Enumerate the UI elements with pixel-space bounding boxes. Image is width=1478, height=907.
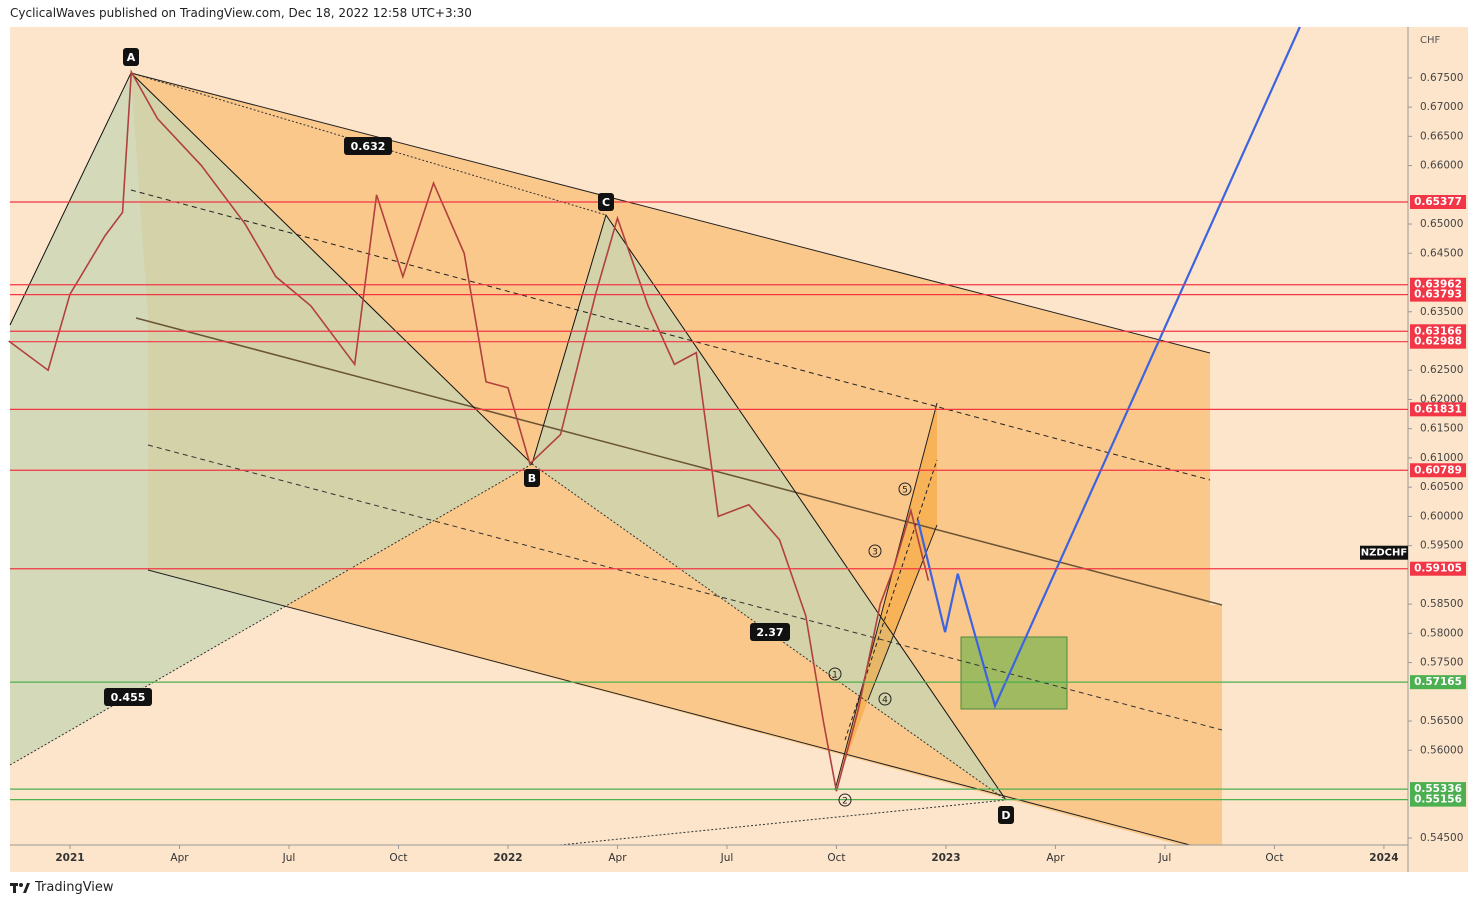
- wave-circle: [838, 793, 852, 807]
- x-tick-label: Jul: [282, 852, 296, 864]
- y-tick-label: 0.65000: [1420, 218, 1463, 230]
- annotation-bg: [998, 806, 1014, 824]
- y-tick-label: 0.58000: [1420, 627, 1463, 639]
- wave-label: 4: [882, 696, 888, 706]
- annotation-bg: [104, 688, 152, 706]
- x-tick-label: Apr: [1046, 852, 1065, 864]
- y-tick-label: 0.54500: [1420, 832, 1463, 844]
- annotation-bg: [524, 469, 540, 487]
- y-tick-label: 0.60500: [1420, 481, 1463, 493]
- logo: [10, 882, 30, 893]
- wedge-mid: [844, 459, 938, 741]
- y-tick-label: 0.61500: [1420, 423, 1463, 435]
- x-tick-label: Oct: [389, 852, 407, 864]
- level-label: 0.63793: [1414, 289, 1462, 301]
- level-label: 0.55156: [1414, 794, 1462, 806]
- x-tick-label: Oct: [1265, 852, 1283, 864]
- symbol-tag-bg: [1360, 545, 1408, 560]
- y-tick-label: 0.58500: [1420, 598, 1463, 610]
- annotation: 0.455: [111, 691, 146, 704]
- wave-label: 2: [842, 797, 848, 807]
- level-label: 0.61831: [1414, 403, 1462, 415]
- y-tick-label: 0.60000: [1420, 510, 1463, 522]
- x-tick-label: Apr: [170, 852, 189, 864]
- y-tick-label: 0.61000: [1420, 452, 1463, 464]
- x-tick-label: 2024: [1369, 852, 1398, 864]
- xb-line: [9, 463, 533, 766]
- level-label-bg: [1410, 463, 1466, 478]
- wave-label: 1: [832, 671, 838, 681]
- y-tick-label: 0.57500: [1420, 657, 1463, 669]
- bcd-triangle: [532, 215, 1006, 800]
- x-tick-label: Apr: [608, 852, 627, 864]
- wave-label: 5: [902, 486, 908, 496]
- x-tick-label: Oct: [827, 852, 845, 864]
- brand: TradingView: [35, 880, 114, 895]
- y-tick-label: 0.66000: [1420, 160, 1463, 172]
- bd-line: [531, 463, 1007, 801]
- y-tick-label: 0.67000: [1420, 101, 1463, 113]
- xab-triangle: [10, 73, 532, 765]
- level-label: 0.60789: [1414, 464, 1462, 476]
- level-label-bg: [1410, 287, 1466, 302]
- header: CyclicalWaves published on TradingView.c…: [10, 6, 472, 20]
- symbol-tag: NZDCHF: [1361, 548, 1407, 559]
- channel-top: [130, 72, 1211, 354]
- wedge-edge: [834, 402, 938, 791]
- currency: CHF: [1420, 35, 1441, 46]
- annotation: 0.632: [351, 140, 386, 153]
- ac-line: [130, 72, 607, 216]
- level-label-bg: [1410, 402, 1466, 417]
- y-tick-label: 0.59500: [1420, 540, 1463, 552]
- level-label-bg: [1410, 792, 1466, 807]
- channel-mid: [130, 189, 1211, 481]
- x-tick-label: Jul: [1158, 852, 1172, 864]
- level-label-bg: [1410, 195, 1466, 210]
- price-line: [8, 69, 930, 792]
- x-tick-label: 2023: [931, 852, 960, 864]
- level-label: 0.65377: [1414, 196, 1462, 208]
- x-tick-label: Jul: [720, 852, 734, 864]
- annotation-bg: [598, 193, 614, 211]
- level-label-bg: [1410, 561, 1466, 576]
- target-box: [960, 636, 1068, 710]
- annotation: C: [602, 196, 610, 209]
- y-tick-label: 0.56000: [1420, 744, 1463, 756]
- y-tick-label: 0.56500: [1420, 715, 1463, 727]
- annotation-bg: [750, 623, 790, 641]
- wave-circle: [898, 482, 912, 496]
- level-label: 0.62988: [1414, 336, 1462, 348]
- xd-line: [559, 799, 1007, 846]
- wave-circle: [868, 544, 882, 558]
- level-label: 0.63166: [1414, 325, 1462, 337]
- wave-circle: [828, 667, 842, 681]
- drawings: [9, 72, 1223, 846]
- level-label-bg: [1410, 334, 1466, 349]
- y-tick-label: 0.64500: [1420, 247, 1463, 259]
- annotation: D: [1001, 809, 1010, 822]
- median-line: [135, 317, 1223, 606]
- annotation: A: [127, 51, 136, 64]
- forecast-line: [916, 26, 1301, 710]
- footer: TradingView: [10, 880, 114, 895]
- wave-circle: [878, 692, 892, 706]
- level-label: 0.55336: [1414, 783, 1462, 795]
- annotation: B: [528, 472, 536, 485]
- level-label: 0.59105: [1414, 563, 1462, 575]
- annotation-bg: [344, 137, 392, 155]
- level-label-bg: [1410, 675, 1466, 690]
- level-label-bg: [1410, 782, 1466, 797]
- y-tick-label: 0.67500: [1420, 72, 1463, 84]
- y-tick-label: 0.62500: [1420, 364, 1463, 376]
- wave-label: 3: [872, 548, 878, 558]
- x-tick-label: 2022: [493, 852, 522, 864]
- x-tick-label: 2021: [55, 852, 84, 864]
- annotation: 2.37: [756, 626, 783, 639]
- level-label: 0.57165: [1414, 676, 1462, 688]
- y-tick-label: 0.63500: [1420, 306, 1463, 318]
- annotation-bg: [123, 48, 139, 66]
- y-tick-label: 0.66500: [1420, 130, 1463, 142]
